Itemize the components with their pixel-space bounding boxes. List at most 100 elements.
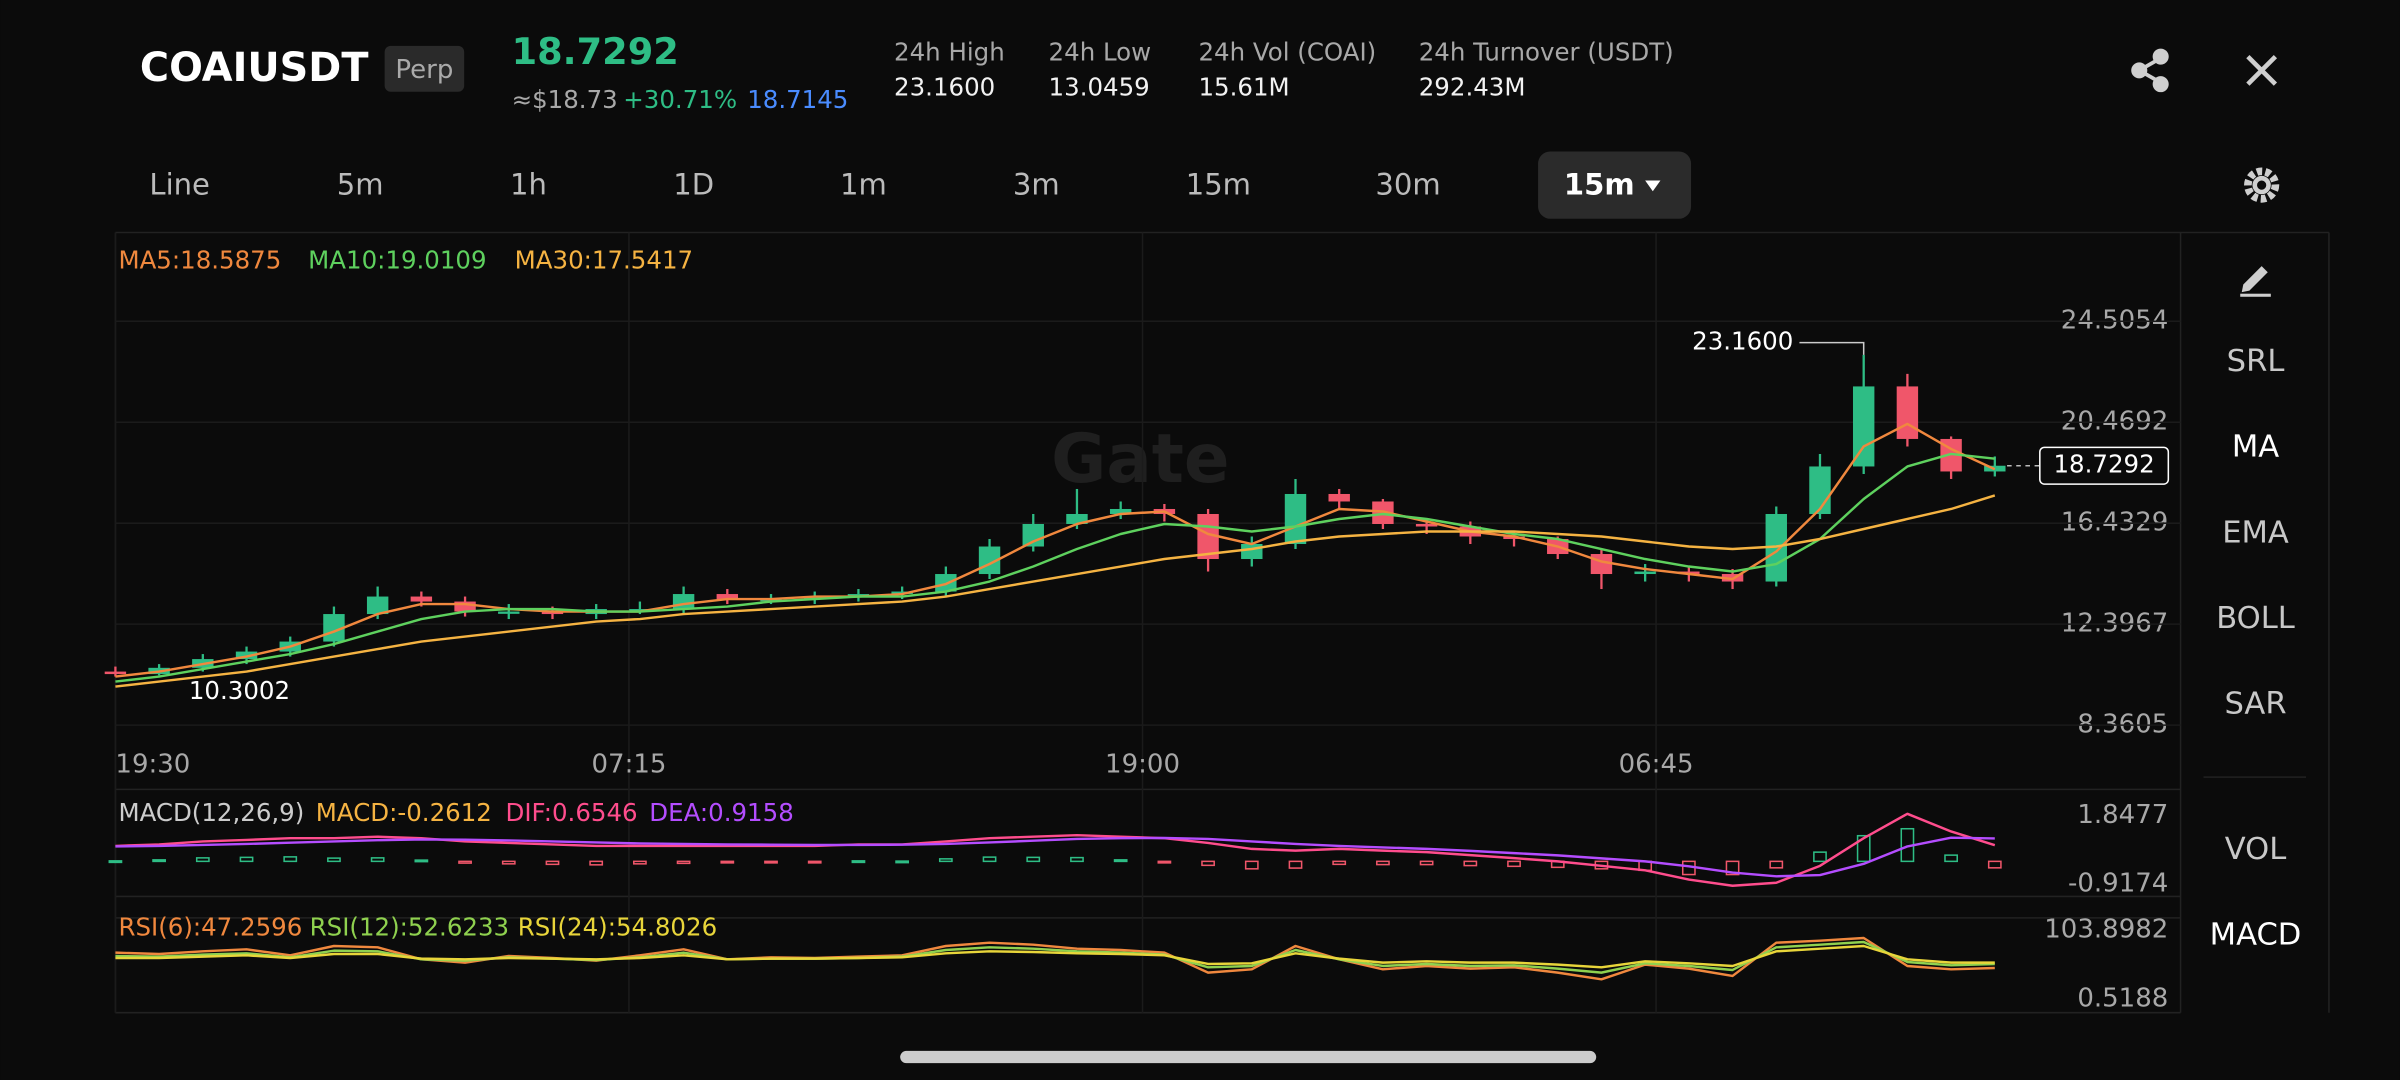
approx-price: ≈$18.73 <box>512 85 618 114</box>
interval-tab[interactable]: 1D <box>673 168 714 202</box>
indicator-tool[interactable]: MA <box>2232 430 2279 465</box>
last-price-box <box>2039 446 2170 485</box>
indicator-tool[interactable]: SAR <box>2224 687 2286 722</box>
interval-menu-bg[interactable] <box>1538 151 1692 219</box>
macd-bar <box>1201 860 1215 867</box>
candle-body <box>104 671 127 675</box>
y-tick-label: 0.5188 <box>2077 983 2168 1013</box>
high-label: 23.1600 <box>1692 327 1793 356</box>
low-label: 10.3002 <box>189 676 290 705</box>
draw-tool-button[interactable] <box>2240 266 2271 297</box>
macd-bar <box>545 860 560 866</box>
macd-bar <box>501 860 516 865</box>
indicator-tool[interactable]: SRL <box>2227 344 2285 379</box>
interval-tab[interactable]: 1h <box>510 168 547 202</box>
candle-body <box>847 594 870 597</box>
macd-bar <box>1463 860 1478 867</box>
indicator-tool[interactable]: MACD <box>2210 918 2302 953</box>
interval-tab[interactable]: 1m <box>840 168 887 202</box>
candle-body <box>1415 523 1438 527</box>
indicator-line <box>115 944 1995 969</box>
macd-bar <box>239 856 254 863</box>
candle-body <box>1852 386 1875 467</box>
macd-bar <box>195 857 210 863</box>
indicator-line <box>115 452 1995 683</box>
macd-bar <box>851 860 866 864</box>
candle-body <box>366 596 389 615</box>
macd-bar <box>1856 834 1871 863</box>
macd-bar <box>327 857 341 863</box>
candle-body <box>454 601 476 612</box>
legend-entry: DEA:0.9158 <box>649 798 793 827</box>
high-pointer <box>1799 341 1865 355</box>
stat-value: 23.1600 <box>894 73 995 102</box>
macd-bar <box>1419 860 1434 866</box>
share-button[interactable] <box>2131 48 2169 93</box>
macd-bar <box>676 860 691 865</box>
legend-entry: MA30:17.5417 <box>515 246 693 275</box>
macd-bar <box>1987 860 2002 869</box>
interval-menu[interactable]: 15m <box>1564 168 1635 202</box>
y-tick-label: 1.8477 <box>2077 800 2168 830</box>
x-tick-label: 06:45 <box>1619 749 1694 779</box>
macd-bar <box>1944 854 1958 863</box>
candle-body <box>1109 508 1132 514</box>
close-button[interactable] <box>2246 54 2278 86</box>
macd-bar <box>938 858 953 863</box>
indicator-tool[interactable]: VOL <box>2225 832 2287 867</box>
candle-body <box>410 596 433 602</box>
candle-body <box>498 611 520 614</box>
candle-body <box>672 594 695 610</box>
macd-bar <box>807 860 822 864</box>
macd-bar <box>1813 851 1827 863</box>
candle-body <box>1678 571 1700 575</box>
candle-body <box>1328 493 1350 502</box>
stat-value: 292.43M <box>1419 73 1526 102</box>
stat-value: 15.61M <box>1198 73 1289 102</box>
indicator-line <box>115 836 1995 878</box>
macd-bar <box>1725 860 1740 876</box>
interval-tab[interactable]: Line <box>149 168 210 202</box>
macd-bar <box>1332 860 1347 866</box>
interval-tab[interactable]: 15m <box>1186 168 1251 202</box>
candle-body <box>629 609 651 612</box>
mark-price: 18.7145 <box>747 85 848 114</box>
macd-bar <box>1769 860 1784 869</box>
legend-entry: DIF:0.6546 <box>505 798 637 827</box>
last-price-label: 18.7292 <box>2053 450 2154 479</box>
macd-bar <box>1157 860 1172 864</box>
macd-bar <box>1507 860 1521 868</box>
indicator-tool[interactable]: BOLL <box>2216 601 2295 636</box>
macd-bar <box>283 856 298 863</box>
legend-entry: MA10:19.0109 <box>308 246 486 275</box>
watermark: Gate <box>1051 420 1229 498</box>
candle-body <box>541 611 564 615</box>
macd-bar <box>589 860 604 866</box>
legend-entry: RSI(6):47.2596 <box>118 913 302 942</box>
interval-tab[interactable]: 3m <box>1013 168 1060 202</box>
macd-bar <box>1376 860 1390 866</box>
dropdown-arrow <box>1645 180 1661 192</box>
badge-bg <box>384 45 465 92</box>
macd-bar <box>1026 856 1041 863</box>
indicator-tool[interactable]: EMA <box>2222 515 2289 550</box>
legend-entry: MACD:-0.2612 <box>316 798 492 827</box>
indicator-title: MACD(12,26,9) <box>118 798 304 827</box>
settings-button[interactable] <box>2244 167 2280 203</box>
stat-label: 24h Low <box>1049 38 1152 67</box>
macd-bar <box>458 860 472 864</box>
home-indicator <box>900 1050 1597 1064</box>
interval-tab[interactable]: 30m <box>1375 168 1440 202</box>
interval-tab[interactable]: 5m <box>337 168 384 202</box>
y-tick-label: 103.8982 <box>2044 915 2168 945</box>
legend-entry: MA5:18.5875 <box>118 246 281 275</box>
candle-body <box>1066 513 1088 524</box>
candle-body <box>1284 493 1307 545</box>
x-tick-label: 19:30 <box>115 749 190 779</box>
candle-body <box>1896 386 1919 439</box>
macd-bar <box>1244 860 1259 870</box>
macd-bar <box>1288 860 1303 869</box>
stat-label: 24h Vol (COAI) <box>1198 38 1376 67</box>
stat-value: 13.0459 <box>1049 73 1150 102</box>
